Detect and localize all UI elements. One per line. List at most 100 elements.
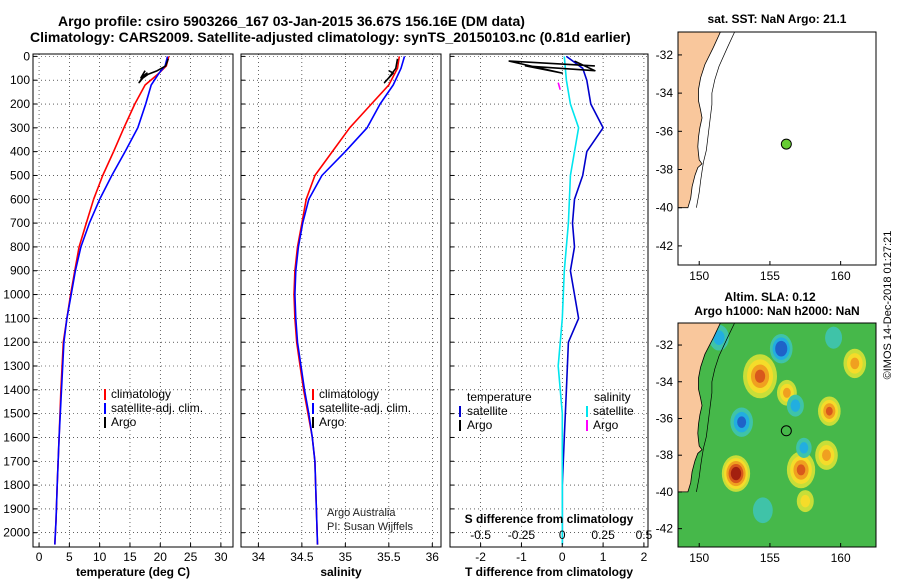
legend-label: satellite-adj. clim. <box>319 401 411 415</box>
legend-label: climatology <box>111 387 171 401</box>
legend-label: Argo <box>593 418 619 432</box>
sla-anomaly <box>800 494 811 508</box>
sla-anomaly <box>713 330 725 345</box>
legend-label: Argo <box>467 418 493 432</box>
y-tick-label: 100 <box>10 73 30 87</box>
y-tick-label: -32 <box>656 338 674 352</box>
figure-title-line1: Argo profile: csiro 5903266_167 03-Jan-2… <box>58 13 525 29</box>
sla-anomaly <box>799 442 809 454</box>
y-tick-label: 0 <box>23 49 30 63</box>
series-line-satellite-adj-clim- <box>294 56 406 545</box>
legend-label: satellite <box>593 404 634 418</box>
credit-line-1: Argo Australia <box>327 507 396 519</box>
salinity-profile-panel: 34 34.5 35 35.5 36 salinity climatologysatelli… <box>240 53 442 579</box>
temperature-profile-panel: 0 5 10 15 20 25 300100200300400500600700800900… <box>3 49 234 579</box>
legend-label: Argo <box>319 415 345 429</box>
top-x-tick-label: 0.5 <box>636 528 653 542</box>
y-tick-label: -36 <box>656 124 674 138</box>
y-tick-label: 2000 <box>3 526 30 540</box>
x-tick-label: 0 <box>36 550 43 564</box>
legend-label: climatology <box>319 387 379 401</box>
series-line-temperature-argo <box>508 60 596 74</box>
sla-anomaly <box>737 416 747 428</box>
y-tick-label: -42 <box>656 522 674 536</box>
map-title-line1: Altim. SLA: 0.12 <box>724 290 816 304</box>
sla-anomaly <box>777 344 785 354</box>
y-tick-label: -32 <box>656 48 674 62</box>
sst-map-panel: 150 155 160 -32 -34 -36 -38 -40 -42 sat. SST: NaN… <box>656 12 877 283</box>
y-tick-label: -38 <box>656 448 674 462</box>
sla-anomaly <box>825 326 843 349</box>
top-x-tick-label: -0.5 <box>470 528 491 542</box>
x-tick-label: -1 <box>516 550 527 564</box>
y-tick-label: -34 <box>656 375 674 389</box>
x-tick-label: 155 <box>760 269 780 283</box>
y-tick-label: 800 <box>10 240 30 254</box>
y-tick-label: -38 <box>656 163 674 177</box>
series-line-argo <box>383 58 399 84</box>
map-frame <box>677 31 877 266</box>
y-tick-label: 1100 <box>4 311 30 325</box>
y-tick-label: 1800 <box>3 478 30 492</box>
x-tick-label: 150 <box>689 551 709 565</box>
sla-anomaly <box>790 399 801 412</box>
y-tick-label: 300 <box>10 121 30 135</box>
x-tick-label: 34 <box>252 550 266 564</box>
x-tick-label: 5 <box>66 550 73 564</box>
x-tick-label: 34.5 <box>290 550 314 564</box>
y-tick-label: 200 <box>10 97 30 111</box>
y-tick-label: -40 <box>656 201 674 215</box>
land-polygon <box>678 32 721 209</box>
y-tick-label: -40 <box>656 485 674 499</box>
x-tick-label: 25 <box>184 550 198 564</box>
map-content <box>678 32 792 209</box>
x-tick-label: 160 <box>831 551 851 565</box>
top-x-tick-label: 0.25 <box>591 528 615 542</box>
top-x-tick-label: -0.25 <box>508 528 536 542</box>
sla-anomaly <box>783 387 791 398</box>
legend-title-temperature: temperature <box>467 390 532 404</box>
legend-label: satellite <box>467 404 508 418</box>
series-line-climatology <box>293 56 401 545</box>
x-tick-label: 15 <box>123 550 137 564</box>
y-tick-label: 600 <box>10 192 30 206</box>
sla-map-panel: 150 155 160 -32 -34 -36 -38 -40 -42 Altim. SLA: 0… <box>656 290 877 565</box>
y-tick-label: 500 <box>10 168 30 182</box>
sla-anomaly <box>752 497 773 524</box>
y-tick-label: 1900 <box>3 502 30 516</box>
difference-profile-panel: -2 -1 0 1 2 T difference from climatology <box>449 53 649 579</box>
x-axis-label: salinity <box>320 565 362 579</box>
axes-frame <box>240 53 442 548</box>
series-line-argo <box>138 58 169 84</box>
series-line-temperature-satellite <box>561 55 604 545</box>
x-tick-label: 36 <box>426 550 440 564</box>
series-line-salinity-satellite <box>557 56 580 545</box>
y-tick-label: 1600 <box>3 430 30 444</box>
y-tick-label: 400 <box>10 145 30 159</box>
map-title: sat. SST: NaN Argo: 21.1 <box>708 12 847 26</box>
legend-label: Argo <box>111 415 137 429</box>
y-tick-label: -36 <box>656 411 674 425</box>
x-tick-label: 0 <box>559 550 566 564</box>
legend-label: satellite-adj. clim. <box>111 401 203 415</box>
x-tick-label: 20 <box>154 550 168 564</box>
top-x-axis-label: S difference from climatology <box>465 512 634 526</box>
y-tick-label: -34 <box>656 86 674 100</box>
sla-anomaly <box>733 469 739 478</box>
y-tick-label: 1500 <box>3 407 30 421</box>
legend-title-salinity: salinity <box>594 390 631 404</box>
series-line-salinity-argo <box>557 82 561 90</box>
figure-title-line2: Climatology: CARS2009. Satellite-adjuste… <box>30 29 631 45</box>
sla-anomaly <box>822 449 831 461</box>
y-tick-label: 1200 <box>3 335 30 349</box>
y-tick-label: 1700 <box>3 454 30 468</box>
x-tick-label: 155 <box>760 551 780 565</box>
credit-line-2: PI: Susan Wijffels <box>327 521 413 533</box>
x-tick-label: 2 <box>641 550 648 564</box>
land-polygon <box>678 323 721 493</box>
map-title-line2: Argo h1000: NaN h2000: NaN <box>694 304 859 318</box>
top-x-tick-label: 0 <box>559 528 566 542</box>
axes-frame <box>32 53 234 548</box>
timestamp-stamp: ©IMOS 14-Dec-2018 01:27:21 <box>882 231 894 380</box>
x-tick-label: 35 <box>339 550 353 564</box>
